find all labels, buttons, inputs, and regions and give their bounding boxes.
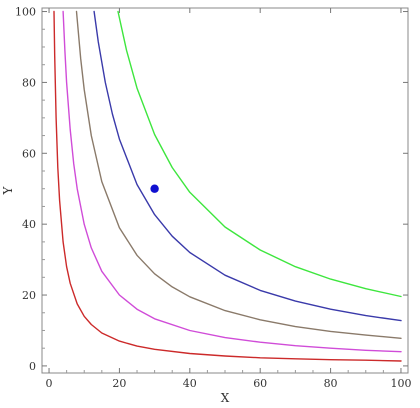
series-line-3: [75, 10, 402, 339]
series-line-5: [117, 10, 402, 298]
y-tick-label: 100: [15, 6, 36, 19]
x-axis-title: X: [221, 391, 230, 405]
y-axis-title: Y: [1, 185, 15, 195]
y-tick-label: 40: [22, 218, 36, 231]
series-line-4: [93, 10, 402, 322]
y-tick-label: 80: [22, 76, 36, 89]
x-tick-label: 80: [324, 377, 338, 390]
x-tick-label: 40: [183, 377, 197, 390]
x-tick-label: 60: [253, 377, 267, 390]
x-tick-label: 20: [112, 377, 126, 390]
y-tick-label: 0: [29, 360, 36, 373]
y-tick-label: 20: [22, 289, 36, 302]
x-tick-label: 0: [46, 377, 53, 390]
data-point-1: [150, 184, 159, 193]
y-tick-label: 60: [22, 147, 36, 160]
x-tick-label: 100: [390, 377, 411, 390]
series-line-1: [53, 10, 402, 362]
series-line-2: [62, 10, 402, 353]
